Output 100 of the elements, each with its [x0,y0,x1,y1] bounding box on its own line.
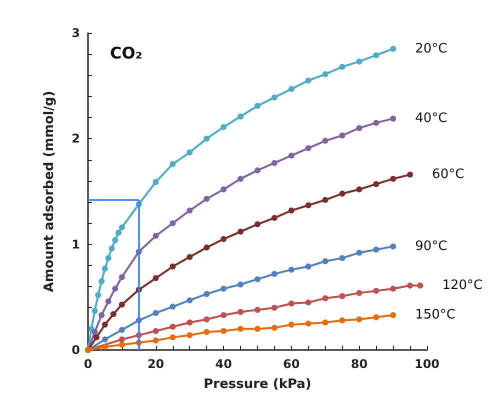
series-label: 90°C [415,238,448,254]
point [356,290,362,296]
point [204,291,210,297]
point [271,324,278,331]
x-tick-label: 40 [215,357,232,371]
point [305,299,312,306]
x-tick-label: 60 [283,357,300,371]
point [238,228,244,235]
point [110,311,116,318]
point [102,322,108,328]
point [238,176,244,182]
point [407,282,414,289]
point [390,46,396,52]
point [105,255,112,262]
point [271,94,278,100]
point [170,264,176,270]
series-label: 20°C [415,41,448,56]
point [118,326,125,333]
series-label: 120°C [442,278,483,294]
series-label: 60°C [432,167,464,182]
series-label: 150°C [415,308,456,323]
point [152,337,159,344]
point [356,125,362,132]
x-tick-label: 100 [414,357,440,371]
y-tick-label: 1 [72,237,80,252]
point [322,138,328,144]
point [305,78,312,84]
point [417,282,424,289]
point [254,306,260,313]
point [254,102,260,109]
x-axis-title: Pressure (kPa) [204,377,312,392]
point [390,312,396,318]
point [356,186,362,192]
point [238,308,244,315]
point [220,124,227,130]
point [373,52,380,58]
point [220,186,227,192]
x-tick-label: 0 [84,357,92,371]
point [220,236,227,242]
point [118,224,125,230]
point [204,329,210,336]
point [373,246,380,253]
point [112,237,118,244]
point [186,254,193,260]
point [152,232,159,239]
point [116,230,122,236]
point [339,255,346,262]
point [93,334,100,340]
point [288,322,294,328]
point [288,208,294,214]
point [288,266,294,273]
point [152,310,159,316]
point [186,332,193,338]
point [118,336,125,342]
point [112,286,118,292]
point [254,167,260,174]
y-tick-label: 2 [72,132,80,146]
point [204,136,210,142]
point [271,304,278,311]
point [118,342,125,348]
point [305,145,312,152]
point [170,161,176,168]
point [105,298,112,304]
point [220,328,227,334]
point [288,86,294,92]
point [95,292,102,298]
point [204,316,210,322]
point [339,190,346,197]
series-label: 40°C [415,111,448,126]
point [204,196,210,202]
y-tick-label: 0 [72,343,80,357]
point [186,208,193,214]
y-tick-label: 3 [72,26,80,40]
point [186,297,193,304]
point [339,317,346,324]
x-tick-label: 20 [147,357,164,371]
point [373,314,380,320]
point [254,276,260,282]
point [322,295,328,302]
point [356,316,362,322]
point [170,334,176,340]
point [152,275,159,282]
point [271,270,278,277]
text: CO₂ [110,44,142,62]
point [92,329,98,336]
point [373,181,380,188]
point [407,172,414,178]
point [288,152,294,159]
point [98,278,105,284]
point [118,274,125,280]
point [220,286,227,292]
point [170,220,176,226]
point [271,160,278,166]
point [322,196,328,203]
point [271,214,278,221]
point [238,281,244,288]
point [390,243,396,250]
point [204,244,210,250]
point [390,116,396,122]
point [373,288,380,294]
